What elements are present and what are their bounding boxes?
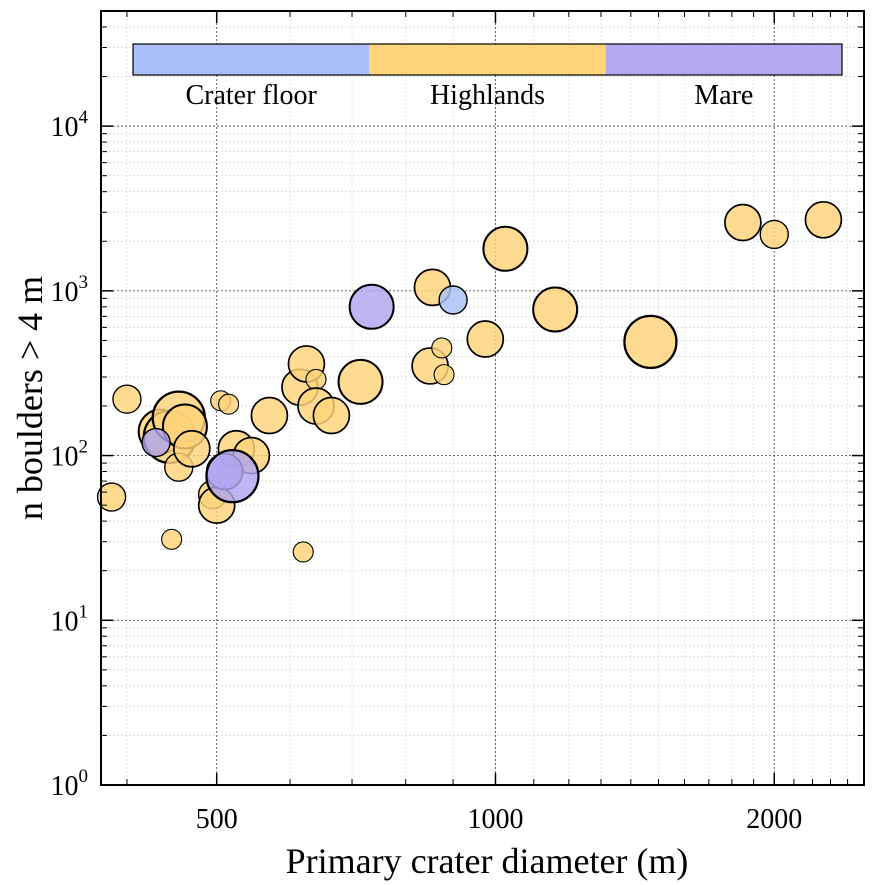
data-point (759, 219, 789, 250)
data-point (205, 448, 260, 504)
y-axis-title: n boulders > 4 m (10, 276, 50, 520)
data-point (161, 528, 183, 550)
data-point (292, 541, 314, 563)
data-point (532, 286, 579, 333)
data-point (141, 427, 171, 458)
x-tick-label: 1000 (467, 804, 523, 835)
data-point (438, 285, 468, 315)
y-tick-label: 104 (51, 107, 89, 143)
data-point (218, 393, 240, 415)
legend-frame (132, 43, 843, 76)
x-axis-title: Primary crater diameter (m) (286, 841, 689, 881)
data-point (623, 314, 678, 370)
data-point (724, 203, 762, 242)
data-point (348, 283, 395, 330)
legend-swatch (605, 44, 842, 75)
legend-label: Highlands (430, 80, 545, 111)
data-points (96, 200, 843, 563)
data-point (112, 384, 142, 414)
plot-frame (100, 10, 865, 786)
data-point (250, 396, 289, 435)
data-point (305, 368, 327, 390)
data-point (312, 396, 351, 435)
axis-tick-labels: 100 101 102 103 104 500 1000 2000 (51, 107, 803, 835)
y-tick-label: 103 (51, 272, 89, 308)
y-tick-label: 101 (51, 601, 89, 637)
x-tick-label: 500 (196, 804, 238, 835)
legend: Crater floor Highlands Mare (132, 43, 843, 111)
axis-ticks (101, 10, 865, 786)
data-point (337, 358, 384, 405)
data-point (96, 482, 127, 512)
y-tick-label: 100 (51, 766, 89, 802)
data-point (482, 225, 529, 272)
data-point (466, 320, 505, 358)
legend-label: Mare (694, 80, 753, 111)
x-tick-label: 2000 (746, 804, 802, 835)
data-point (433, 364, 455, 386)
data-point (431, 337, 453, 359)
y-tick-label: 102 (51, 437, 89, 473)
legend-label: Crater floor (185, 80, 317, 111)
legend-swatch (133, 44, 370, 75)
legend-swatch (369, 44, 606, 75)
data-point (172, 429, 211, 468)
data-point (804, 200, 843, 239)
